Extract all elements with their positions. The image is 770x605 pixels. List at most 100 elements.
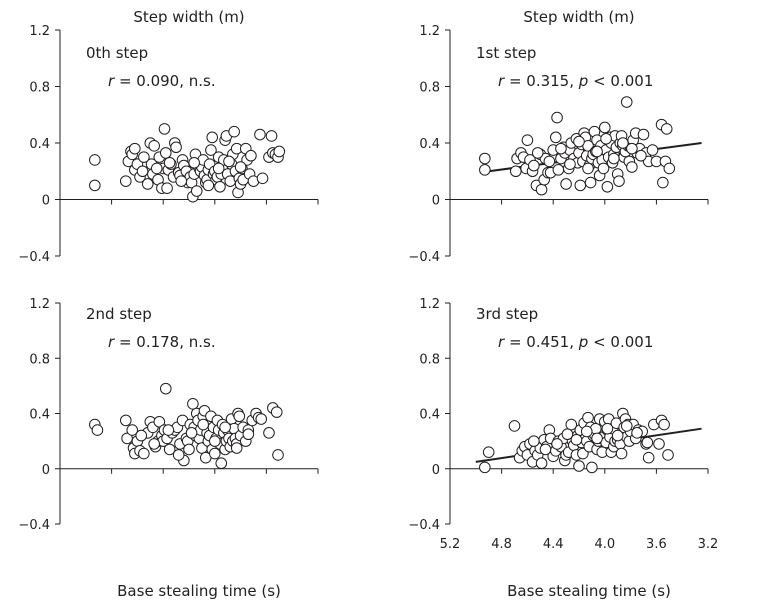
data-point — [611, 429, 624, 442]
data-point — [214, 180, 226, 193]
data-point — [620, 420, 633, 432]
data-point — [646, 144, 659, 156]
data-point — [539, 443, 552, 456]
x-tick-label: 4.0 — [594, 537, 615, 552]
data-point — [150, 162, 163, 175]
data-point — [591, 145, 603, 158]
data-point — [148, 438, 160, 450]
y-tick-label: 0.8 — [419, 81, 440, 96]
data-point — [584, 176, 597, 189]
y-tick-label: 0.8 — [419, 352, 440, 367]
data-point — [228, 125, 240, 138]
data-point — [188, 156, 200, 169]
data-point — [599, 121, 611, 134]
data-point — [600, 132, 612, 145]
data-point — [159, 147, 172, 159]
panel-title: Step width (m) — [523, 8, 634, 26]
data-point — [215, 457, 228, 470]
x-tick-label: 3.2 — [698, 537, 719, 552]
x-tick-label: 5.2 — [440, 537, 461, 552]
y-tick-label: −0.4 — [18, 518, 50, 533]
data-point — [172, 449, 185, 461]
data-point — [521, 134, 534, 146]
data-point — [265, 130, 278, 142]
panel-2: 1.2 0.8 0.4 0 −0.4 Step width (m) 1st step r = … — [408, 8, 709, 265]
data-point — [552, 164, 565, 176]
data-point — [551, 111, 563, 124]
data-point — [89, 179, 101, 192]
data-point — [135, 429, 148, 442]
y-tick-label: 0.4 — [419, 408, 440, 423]
data-point — [256, 172, 269, 185]
data-point — [233, 410, 246, 423]
data-point — [89, 154, 101, 166]
data-point — [555, 142, 567, 155]
data-point — [642, 451, 655, 464]
data-point — [197, 418, 209, 431]
data-point — [158, 123, 171, 135]
data-point — [508, 420, 521, 432]
data-point — [223, 155, 235, 168]
y-tick-label: 0 — [432, 194, 440, 209]
data-point — [219, 421, 231, 434]
panel-stat: r = 0.451, p < 0.001 — [498, 333, 653, 351]
x-axis-title: Base stealing time (s) — [507, 582, 671, 600]
data-point — [263, 427, 275, 439]
data-point — [509, 165, 522, 178]
data-point — [586, 461, 598, 474]
data-point — [551, 438, 563, 450]
data-point — [273, 145, 286, 158]
x-tick-label: 4.4 — [543, 537, 564, 552]
data-point — [482, 446, 495, 458]
data-point — [617, 137, 629, 149]
data-point — [206, 131, 219, 144]
data-point — [148, 140, 160, 152]
data-point — [615, 447, 628, 460]
data-point — [254, 128, 266, 141]
data-point — [573, 460, 585, 472]
data-point — [190, 185, 203, 197]
data-point — [170, 141, 182, 154]
data-point — [626, 161, 638, 173]
data-point — [162, 424, 175, 436]
data-point — [163, 156, 176, 169]
data-point — [573, 135, 585, 148]
data-point — [234, 161, 247, 173]
data-point — [570, 433, 583, 446]
data-point — [560, 178, 572, 190]
x-tick-label: 3.6 — [646, 537, 667, 552]
panel-label: 2nd step — [86, 305, 152, 323]
panel-stat: r = 0.315, p < 0.001 — [498, 72, 653, 90]
data-point — [136, 165, 149, 178]
data-point — [153, 415, 166, 428]
data-point — [138, 447, 150, 460]
data-point — [202, 179, 215, 192]
data-point — [209, 447, 221, 460]
x-tick-label: 4.8 — [491, 537, 512, 552]
data-point — [543, 155, 556, 168]
y-tick-label: −0.4 — [408, 518, 440, 533]
panel-4: 1.2 0.8 0.4 0 −0.45.2 4.8 4.4 4.0 3.6 3.2 3rd step… — [408, 297, 718, 600]
y-tick-label: 1.2 — [29, 24, 50, 39]
y-tick-label: −0.4 — [408, 250, 440, 265]
data-point — [126, 424, 139, 436]
data-point — [565, 418, 578, 431]
y-tick-label: 0 — [42, 463, 50, 478]
data-point — [255, 413, 268, 425]
data-point — [479, 461, 491, 474]
data-point — [631, 427, 643, 439]
data-point — [159, 382, 172, 395]
y-tick-label: 0.8 — [29, 81, 50, 96]
panel-1: 1.2 0.8 0.4 0 −0.4 Step width (m) 0th step r = … — [18, 8, 319, 265]
data-point — [535, 457, 548, 470]
data-point — [183, 443, 195, 456]
panel-stat: r = 0.178, n.s. — [108, 333, 216, 351]
data-point — [479, 152, 491, 165]
panel-title: Step width (m) — [133, 8, 244, 26]
data-point — [119, 414, 132, 427]
data-point — [528, 159, 540, 172]
data-point — [561, 428, 574, 441]
y-tick-label: −0.4 — [18, 250, 50, 265]
data-point — [119, 175, 132, 187]
